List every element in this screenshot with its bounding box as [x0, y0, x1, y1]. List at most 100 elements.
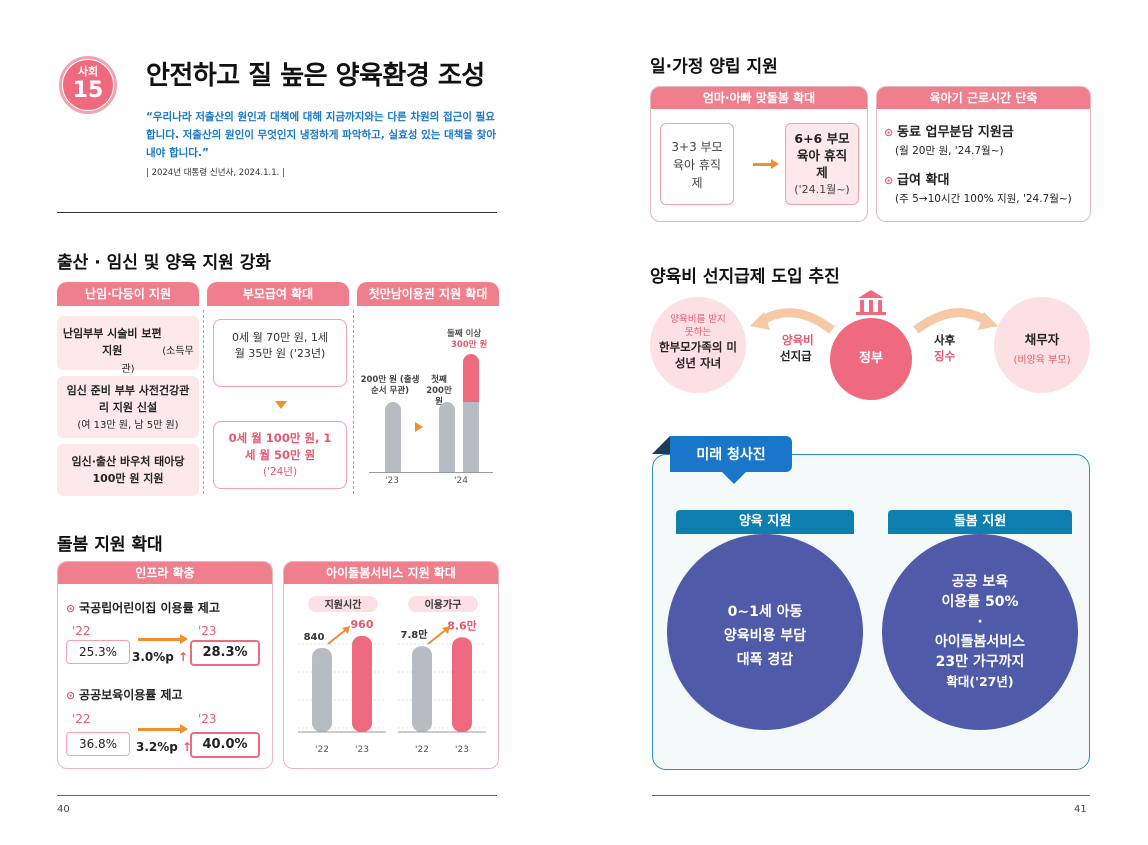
bar — [352, 636, 372, 732]
chart-label: 둘째 이상 — [447, 329, 482, 339]
quote: “우리나라 저출산의 원인과 대책에 대해 지금까지와는 다른 차원의 접근이 … — [146, 111, 496, 159]
left-curved-arrow — [750, 308, 835, 334]
item-title: 동료 업무분담 지원금 — [897, 125, 1014, 140]
up-arrow-head — [342, 626, 350, 634]
x-tick-label: '23 — [455, 745, 469, 755]
bar — [452, 637, 472, 732]
chart-title: 이용가구 — [425, 598, 462, 611]
bullet-icon: ⊙ — [66, 602, 80, 615]
x-tick-label: '22 — [315, 745, 329, 755]
right-arrow-icon — [138, 638, 182, 641]
circle-debtor: 채무자 (비양육 부모) — [994, 297, 1090, 393]
circle-top-text: 양육비를 받지 못하는 — [670, 314, 726, 338]
list-item-title: 난임부부 시술비 보편지원 — [62, 327, 162, 357]
col3-chart: 둘째 이상 300만 원 200만 원 (출생순서 무관) 첫째 200만 원 … — [359, 310, 499, 490]
value-box-highlight: 40.0% — [190, 732, 260, 758]
chart-label: 200만 원 (출생순서 무관) — [360, 375, 420, 396]
item-note: (주 5→10시간 100% 지원, '24.7월~) — [895, 193, 1072, 205]
item-note: (월 20만 원, '24.7월~) — [895, 145, 1004, 157]
section-title: 양육비 선지급제 도입 추진 — [650, 267, 840, 287]
right-arrow-icon — [138, 728, 182, 731]
list-item: 임신·출산 바우처 태아당 100만 원 지원 — [57, 444, 199, 496]
col-divider — [203, 310, 204, 494]
col1-list: 난임부부 시술비 보편지원 (소득무관) 임신 준비 부부 사전건강관리 지원 신… — [57, 316, 199, 496]
right-arrow-icon — [415, 422, 423, 432]
government-icon — [856, 290, 886, 316]
bar — [412, 646, 432, 732]
divider — [57, 212, 497, 213]
care-header: 돌봄 지원 — [888, 510, 1072, 534]
delta: 3.2%p ↑ — [136, 740, 193, 754]
card-header: 엄마·아빠 맞돌봄 확대 — [651, 87, 867, 109]
down-arrow-icon — [275, 401, 287, 409]
bar-24-second — [463, 354, 479, 402]
after-year: ('24.1월~) — [794, 183, 850, 196]
after-text: 6+6 부모육아 휴직제 — [794, 131, 850, 180]
value-box: 25.3% — [66, 640, 130, 664]
page-number: 40 — [57, 804, 70, 815]
right-arrow-head — [180, 724, 188, 734]
footer-line — [57, 795, 497, 796]
bar-23 — [385, 402, 401, 472]
card-header: 인프라 확충 — [58, 562, 272, 584]
section-title: 출산 · 임신 및 양육 지원 강화 — [57, 253, 272, 273]
axis-line — [369, 472, 493, 473]
circle-line: 대폭 경감 — [736, 652, 794, 668]
blueprint-tab-shadow — [652, 436, 670, 454]
support-circle: 0~1세 아동 양육비용 부담 대폭 경감 — [667, 534, 863, 730]
quote-source: | 2024년 대통령 신년사, 2024.1.1. | — [146, 168, 285, 178]
infra-card: 인프라 확충 ⊙ 국공립어린이집 이용률 제고 '22 25.3% 3.0%p … — [57, 561, 273, 769]
section-title: 일·가정 양립 지원 — [650, 57, 778, 77]
right-arrow-head — [180, 634, 188, 644]
circle-line: 23만 가구까지 — [935, 654, 1025, 670]
card-reduced-hours: 육아기 근로시간 단축 ⊙ 동료 업무분담 지원금 (월 20만 원, '24.… — [876, 86, 1091, 222]
circle-main-text: 한부모가족의 미성년 자녀 — [658, 340, 738, 370]
bar-24-first — [439, 402, 455, 472]
right-arrow-head — [771, 159, 779, 169]
chart-title-pill — [308, 596, 378, 612]
list-item: 임신 준비 부부 사전건강관리 지원 신설 (여 13만 원, 남 5만 원) — [57, 376, 199, 438]
blueprint-tab-point — [722, 472, 746, 484]
section-title: 돌봄 지원 확대 — [57, 535, 163, 555]
col-header: 난임·다둥이 지원 — [57, 282, 199, 306]
x-tick-label: '22 — [415, 745, 429, 755]
circle-line: 공공 보육 — [951, 574, 1009, 590]
list-item-note: (여 13만 원, 남 5만 원) — [77, 420, 179, 431]
circle-line: 0~1세 아동 — [727, 604, 803, 620]
circle-line: 이용률 50% — [941, 594, 1019, 610]
before-text: 0세 월 70만 원, 1세 월 35만 원 ('23년) — [231, 331, 329, 360]
circle-sub-text: (비양육 부모) — [1013, 355, 1071, 366]
footer-line — [652, 795, 1090, 796]
year-label: '23 — [198, 712, 217, 726]
after-year: ('24년) — [262, 466, 298, 478]
arrow-label: 선지급 — [780, 349, 812, 363]
data-label: 840 — [304, 632, 325, 643]
col-header: 부모급여 확대 — [207, 282, 349, 306]
circle-main-text: 채무자 — [1024, 332, 1060, 347]
col-divider — [353, 310, 354, 494]
circle-line: · — [977, 614, 983, 630]
year-label: '22 — [72, 624, 91, 638]
list-item-title: 임신 준비 부부 사전건강관리 지원 신설 — [66, 384, 190, 414]
badge-category: 사회 — [77, 65, 99, 78]
data-label: 8.6만 — [447, 618, 477, 632]
blueprint-tab-label: 미래 청사진 — [696, 447, 766, 463]
right-curved-arrow — [913, 308, 998, 334]
card-parental-leave: 엄마·아빠 맞돌봄 확대 3+3 부모육아 휴직제 6+6 부모육아 휴직제 (… — [650, 86, 868, 222]
bar — [312, 648, 332, 732]
circle-line: 양육비용 부담 — [723, 628, 807, 644]
card-header: 육아기 근로시간 단축 — [877, 87, 1090, 109]
circle-child: 양육비를 받지 못하는 한부모가족의 미성년 자녀 — [650, 297, 746, 393]
year-label: '22 — [72, 712, 91, 726]
delta: 3.0%p ↑ — [132, 650, 189, 664]
bullet-icon: ⊙ — [884, 174, 898, 187]
after-text: 0세 월 100만 원, 1세 월 50만 원 — [228, 431, 332, 462]
item-title: 급여 확대 — [897, 173, 950, 188]
chart-label: 300만 원 — [451, 340, 488, 350]
card-header: 아이돌봄서비스 지원 확대 — [284, 562, 498, 584]
chart-label: 첫째 200만 원 — [426, 375, 452, 407]
col-header: 첫만남이용권 지원 확대 — [357, 282, 499, 306]
list-item: 난임부부 시술비 보편지원 (소득무관) — [57, 316, 199, 375]
x-tick-label: '23 — [385, 476, 399, 486]
page-number: 41 — [1074, 804, 1087, 815]
